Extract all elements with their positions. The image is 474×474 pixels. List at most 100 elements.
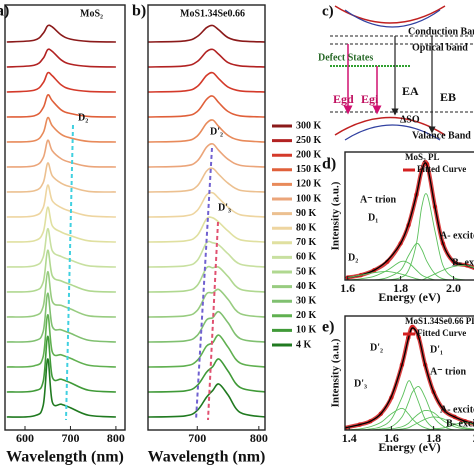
panel: 1.6 1.8 2.0 Energy (eV) Intensity (a.u.) d) A⁻… [322, 151, 474, 304]
annotation: A- exciton [440, 230, 474, 241]
annotation: D₂ [348, 252, 358, 263]
diagram-c: c) Conduction Band Optical band Defect S… [318, 3, 474, 141]
spectrum [6, 292, 116, 343]
spectrum [6, 335, 116, 393]
spectrum [6, 206, 116, 243]
spectrum [6, 270, 116, 318]
legend-label: 250 K [296, 135, 322, 146]
component-line [347, 193, 474, 280]
annotation: A⁻ trion [360, 194, 397, 205]
legend-label: 120 K [296, 179, 322, 190]
spectrum [6, 48, 116, 68]
spectrum [148, 142, 265, 168]
spectrum [148, 265, 265, 293]
panel-label: e) [322, 319, 334, 336]
component-line [345, 416, 474, 430]
plot-area [6, 24, 116, 421]
spectrum [6, 227, 116, 268]
guide-line [195, 147, 213, 421]
legend-label: 30 K [296, 295, 317, 306]
spectrum [148, 240, 265, 268]
diagram-text: EB [440, 90, 456, 104]
legend-label: 50 K [296, 266, 317, 277]
legend-label: 10 K [296, 325, 317, 336]
panel-label: b) [132, 3, 146, 20]
legend-label: 90 K [296, 208, 317, 219]
panel-label: a) [0, 3, 9, 20]
spectrum [6, 116, 116, 143]
annotation: B- exciton [452, 257, 474, 268]
spectrum [148, 95, 265, 118]
conduction-curve [334, 5, 446, 24]
x-tick-label: 700 [188, 431, 206, 445]
fit-line [347, 162, 474, 279]
panel-title: MoS₂ [80, 8, 103, 19]
diagram-text: Optical band [412, 42, 468, 53]
spectrum [148, 383, 265, 418]
panel: 1.4 1.6 1.8 2 Energy (eV) Intensity (a.u.) e) D… [322, 315, 474, 454]
y-axis-label: Intensity (a.u.) [330, 338, 342, 407]
frame [147, 4, 266, 431]
frame [4, 4, 126, 431]
x-axis-label: Energy (eV) [378, 440, 440, 454]
panel: 700 800 Wavelength (nm) b) MoS1.34Se0.66 D'₂ D… [132, 3, 268, 466]
legend-label: Fitted Curve [417, 164, 466, 174]
x-axis-label: Energy (eV) [378, 290, 440, 304]
spectrum [6, 24, 116, 43]
annotation: A- exciton [440, 404, 474, 415]
annotation: B- exciton [446, 418, 474, 429]
legend-label: 70 K [296, 237, 317, 248]
data-point [385, 259, 390, 264]
spectrum [148, 167, 265, 193]
annotation: A⁻ trion [430, 366, 467, 377]
spectrum [148, 310, 265, 343]
spectrum [148, 119, 265, 143]
legend-label: 150 K [296, 164, 322, 175]
legend-label: 40 K [296, 281, 317, 292]
spectrum [148, 288, 265, 318]
spectrum [148, 191, 265, 218]
x-tick-label: 1.8 [393, 281, 408, 295]
annotation: D₁ [368, 212, 378, 223]
spectrum [6, 162, 116, 193]
diagram-text: Defect States [318, 52, 373, 63]
legend-label: 300 K [296, 120, 322, 131]
component-line [347, 264, 474, 280]
component-line [347, 260, 474, 280]
annotation: D'₁ [430, 344, 443, 355]
x-tick-label: 600 [16, 431, 34, 445]
legend-label: Fitted Curve [417, 328, 466, 338]
spectrum [148, 358, 265, 393]
legend-label: MoS1.34Se0.66 PL [405, 316, 474, 326]
spectrum [148, 24, 265, 43]
panel: 600 700 800 Wavelength (nm) a) MoS₂ D₂ [0, 3, 126, 466]
legend-label: 60 K [296, 252, 317, 263]
component-line [345, 421, 474, 430]
plot-area [148, 24, 265, 421]
guide-line [65, 124, 74, 421]
annotation: D'₃ [354, 378, 367, 389]
diagram-text: Valance Band [412, 130, 471, 141]
legend-label: MoS₂ PL [405, 152, 439, 162]
component-line [345, 380, 474, 430]
x-axis-label: Wavelength (nm) [6, 449, 124, 466]
frame [344, 151, 474, 281]
spectrum [6, 93, 116, 118]
fit-line [345, 327, 474, 429]
y-axis-label: Intensity (a.u.) [330, 181, 342, 250]
annotation: D'₃ [218, 202, 231, 213]
spectrum [6, 313, 116, 368]
annotation: D₂ [78, 112, 88, 123]
spectrum [6, 184, 116, 218]
diagram-text: EA [402, 84, 419, 98]
legend-label: 80 K [296, 222, 317, 233]
x-tick-label: 1.6 [340, 281, 355, 295]
legend-label: 100 K [296, 193, 322, 204]
diagram-text: ΔSO [400, 114, 420, 125]
x-tick-label: 1.8 [426, 431, 441, 445]
diagram-text: Egd [333, 92, 354, 106]
annotation: D'₂ [210, 126, 223, 137]
diagram-text: Egi [361, 92, 379, 106]
spectrum [6, 71, 116, 93]
